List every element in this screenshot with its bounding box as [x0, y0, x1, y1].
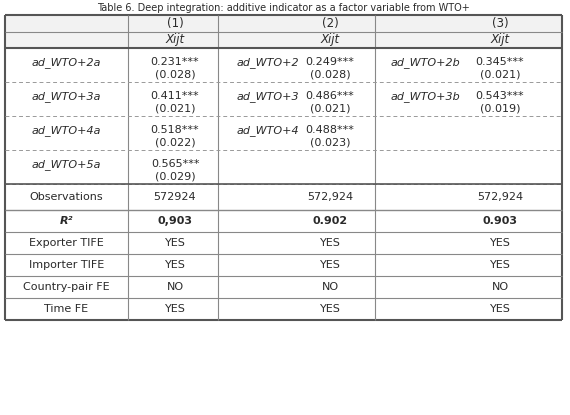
Text: (0.028): (0.028)	[310, 70, 351, 80]
Text: NO: NO	[321, 282, 339, 292]
Text: YES: YES	[165, 238, 185, 248]
Text: 0.249***: 0.249***	[306, 57, 355, 67]
Text: 0.345***: 0.345***	[476, 57, 524, 67]
Text: (3): (3)	[492, 17, 508, 30]
Text: ad_WTO+3b: ad_WTO+3b	[390, 91, 460, 102]
Text: ad_WTO+5a: ad_WTO+5a	[32, 159, 101, 170]
Text: Exporter TIFE: Exporter TIFE	[29, 238, 104, 248]
Text: (0.023): (0.023)	[310, 137, 350, 147]
Text: 0.565***: 0.565***	[150, 159, 200, 169]
Text: Importer TIFE: Importer TIFE	[29, 260, 104, 270]
Text: (0.021): (0.021)	[480, 70, 520, 80]
Text: ad_WTO+2a: ad_WTO+2a	[32, 57, 101, 68]
Text: YES: YES	[320, 238, 340, 248]
Text: (2): (2)	[321, 17, 339, 30]
Text: 0.411***: 0.411***	[150, 91, 200, 101]
Text: (0.019): (0.019)	[480, 103, 520, 114]
Text: YES: YES	[490, 304, 511, 314]
Text: 0.488***: 0.488***	[306, 125, 355, 135]
Text: 0.543***: 0.543***	[476, 91, 524, 101]
Text: Observations: Observations	[30, 192, 103, 202]
Text: 572,924: 572,924	[477, 192, 523, 202]
Text: (1): (1)	[166, 17, 184, 30]
Text: 572924: 572924	[154, 192, 196, 202]
Text: Table 6. Deep integration: additive indicator as a factor variable from WTO+: Table 6. Deep integration: additive indi…	[97, 3, 470, 13]
Text: ad_WTO+2b: ad_WTO+2b	[390, 57, 460, 68]
Text: ad_WTO+3: ad_WTO+3	[237, 91, 299, 102]
Text: ad_WTO+4: ad_WTO+4	[237, 125, 299, 136]
Text: 572,924: 572,924	[307, 192, 353, 202]
Text: Xijt: Xijt	[320, 34, 340, 46]
Text: NO: NO	[166, 282, 184, 292]
Text: Xijt: Xijt	[165, 34, 185, 46]
Text: ad_WTO+3a: ad_WTO+3a	[32, 91, 101, 102]
Text: 0.518***: 0.518***	[150, 125, 200, 135]
Text: NO: NO	[491, 282, 508, 292]
Text: YES: YES	[165, 304, 185, 314]
Text: (0.021): (0.021)	[154, 103, 196, 114]
Text: YES: YES	[165, 260, 185, 270]
Text: 0,903: 0,903	[157, 216, 193, 226]
Text: ad_WTO+4a: ad_WTO+4a	[32, 125, 101, 136]
Text: (0.022): (0.022)	[154, 137, 196, 147]
Text: YES: YES	[490, 260, 511, 270]
Text: YES: YES	[320, 260, 340, 270]
Text: (0.028): (0.028)	[154, 70, 196, 80]
Text: (0.029): (0.029)	[154, 171, 196, 181]
Text: YES: YES	[320, 304, 340, 314]
Text: (0.021): (0.021)	[310, 103, 350, 114]
Text: Xijt: Xijt	[490, 34, 510, 46]
Text: ad_WTO+2: ad_WTO+2	[237, 57, 299, 68]
Text: Country-pair FE: Country-pair FE	[23, 282, 110, 292]
Text: 0.902: 0.902	[312, 216, 348, 226]
Bar	[5, 15, 562, 48]
Text: YES: YES	[490, 238, 511, 248]
Text: 0.486***: 0.486***	[306, 91, 355, 101]
Text: R²: R²	[60, 216, 74, 226]
Text: Time FE: Time FE	[44, 304, 88, 314]
Text: 0.231***: 0.231***	[150, 57, 200, 67]
Text: 0.903: 0.903	[482, 216, 518, 226]
